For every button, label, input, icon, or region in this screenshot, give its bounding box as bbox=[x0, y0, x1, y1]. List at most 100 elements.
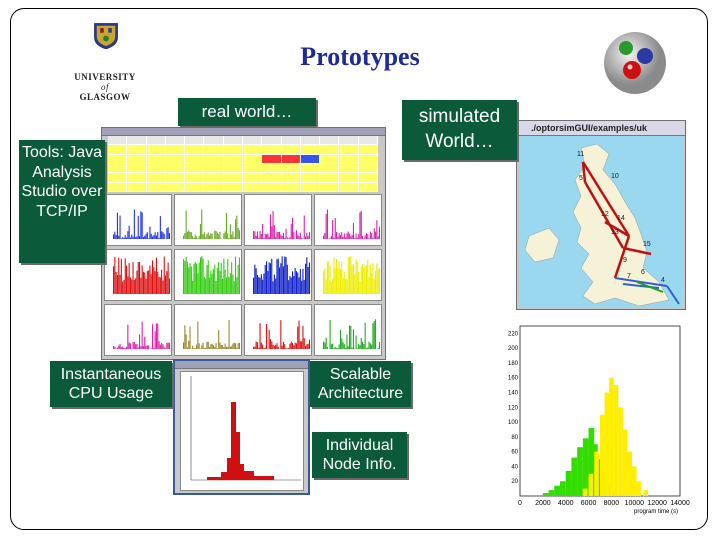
table-cell bbox=[358, 145, 377, 154]
table-cell bbox=[204, 154, 223, 163]
table-cell bbox=[185, 182, 204, 191]
monitor-plot bbox=[104, 249, 172, 301]
table-cell bbox=[262, 164, 281, 173]
table-cell bbox=[108, 173, 127, 182]
table-cell bbox=[281, 173, 300, 182]
monitor-plot bbox=[244, 304, 312, 356]
table-cell bbox=[223, 136, 242, 145]
table-cell bbox=[300, 145, 320, 154]
table-cell bbox=[127, 164, 146, 173]
histogram-bar bbox=[565, 470, 572, 496]
monitor-plot bbox=[104, 304, 172, 356]
callout-scalable-architecture: Scalable Architecture bbox=[310, 361, 411, 407]
map-node-label: 13 bbox=[611, 229, 619, 236]
table-cell bbox=[320, 136, 339, 145]
window-titlebar[interactable] bbox=[175, 361, 308, 369]
table-cell bbox=[108, 164, 127, 173]
histogram-bar bbox=[582, 438, 589, 496]
histogram-bar bbox=[560, 481, 566, 496]
table-cell bbox=[108, 145, 127, 154]
monitor-dashboard-window bbox=[101, 127, 386, 360]
table-cell bbox=[358, 164, 377, 173]
table-cell bbox=[243, 154, 262, 163]
monitor-plot bbox=[314, 249, 382, 301]
x-tick-label: 8000 bbox=[604, 500, 620, 507]
callout-node-info: Individual Node Info. bbox=[312, 432, 407, 478]
table-cell bbox=[281, 154, 300, 163]
table-cell bbox=[243, 164, 262, 173]
monitor-plot bbox=[314, 304, 382, 356]
table-cell bbox=[223, 173, 242, 182]
map-node-label: 12 bbox=[601, 211, 609, 218]
map-node-label: 14 bbox=[617, 215, 625, 222]
table-cell bbox=[300, 154, 320, 163]
slide-frame bbox=[10, 8, 708, 530]
table-cell bbox=[243, 145, 262, 154]
uk-map: 11 5 10 12 14 13 15 9 7 6 4 bbox=[519, 136, 683, 308]
simulation-window: ./optorsimGUI/examples/uk 11 5 10 12 14 13 15 9 bbox=[516, 120, 686, 310]
table-cell bbox=[204, 182, 223, 191]
map-node-label: 15 bbox=[643, 241, 651, 248]
histogram-bar bbox=[577, 447, 583, 496]
table-cell bbox=[262, 182, 281, 191]
histogram-bar bbox=[588, 428, 595, 496]
table-cell bbox=[358, 154, 377, 163]
table-cell bbox=[339, 145, 358, 154]
window-titlebar[interactable] bbox=[102, 128, 385, 136]
table-cell bbox=[165, 164, 185, 173]
table-cell bbox=[223, 154, 242, 163]
node-info-window bbox=[173, 359, 310, 495]
histogram-bar bbox=[571, 457, 578, 496]
simulation-window-title[interactable]: ./optorsimGUI/examples/uk bbox=[517, 121, 685, 136]
map-node-label: 10 bbox=[611, 173, 619, 180]
table-cell bbox=[185, 136, 204, 145]
table-cell bbox=[146, 136, 165, 145]
histogram-bar bbox=[632, 466, 637, 496]
x-tick-label: 0 bbox=[518, 500, 522, 507]
table-cell bbox=[262, 154, 281, 163]
map-node-label: 6 bbox=[641, 269, 645, 276]
table-cell bbox=[339, 173, 358, 182]
slide-title: Prototypes bbox=[300, 42, 420, 71]
table-cell bbox=[339, 136, 358, 145]
table-cell bbox=[127, 173, 146, 182]
table-cell bbox=[223, 164, 242, 173]
table-cell bbox=[165, 173, 185, 182]
histogram-bar bbox=[618, 407, 623, 496]
table-cell bbox=[185, 164, 204, 173]
histogram-bar bbox=[542, 493, 549, 496]
table-cell bbox=[358, 182, 377, 191]
y-tick-label: 20 bbox=[511, 479, 518, 485]
histogram-bar bbox=[554, 485, 560, 496]
table-cell bbox=[127, 154, 146, 163]
molecule-logo-icon bbox=[604, 32, 666, 94]
table-cell bbox=[165, 136, 185, 145]
map-node-label: 11 bbox=[577, 151, 584, 158]
university-name: UNIVERSITY of GLASGOW bbox=[74, 72, 136, 102]
x-tick-label: 14000 bbox=[670, 500, 690, 507]
map-node-label: 4 bbox=[661, 277, 665, 284]
histogram-bar bbox=[627, 451, 632, 496]
table-cell bbox=[358, 136, 377, 145]
monitor-plot bbox=[104, 194, 172, 246]
table-cell bbox=[320, 173, 339, 182]
table-cell bbox=[204, 145, 223, 154]
table-cell bbox=[300, 136, 320, 145]
monitor-plot bbox=[314, 194, 382, 246]
table-cell bbox=[146, 154, 165, 163]
table-cell bbox=[339, 154, 358, 163]
node-histogram bbox=[180, 371, 304, 491]
histogram-bar bbox=[594, 451, 599, 496]
x-tick-label: 12000 bbox=[647, 500, 667, 507]
table-cell bbox=[320, 145, 339, 154]
y-tick-label: 200 bbox=[508, 346, 519, 352]
table-cell bbox=[146, 145, 165, 154]
histogram-bar bbox=[636, 481, 642, 496]
table-cell bbox=[320, 182, 339, 191]
monitor-plot bbox=[174, 194, 242, 246]
x-tick-label: 4000 bbox=[558, 500, 574, 507]
monitor-plot bbox=[174, 304, 242, 356]
y-tick-label: 220 bbox=[508, 331, 519, 337]
table-cell bbox=[204, 136, 223, 145]
callout-simulated-world: simulated World… bbox=[402, 100, 517, 160]
